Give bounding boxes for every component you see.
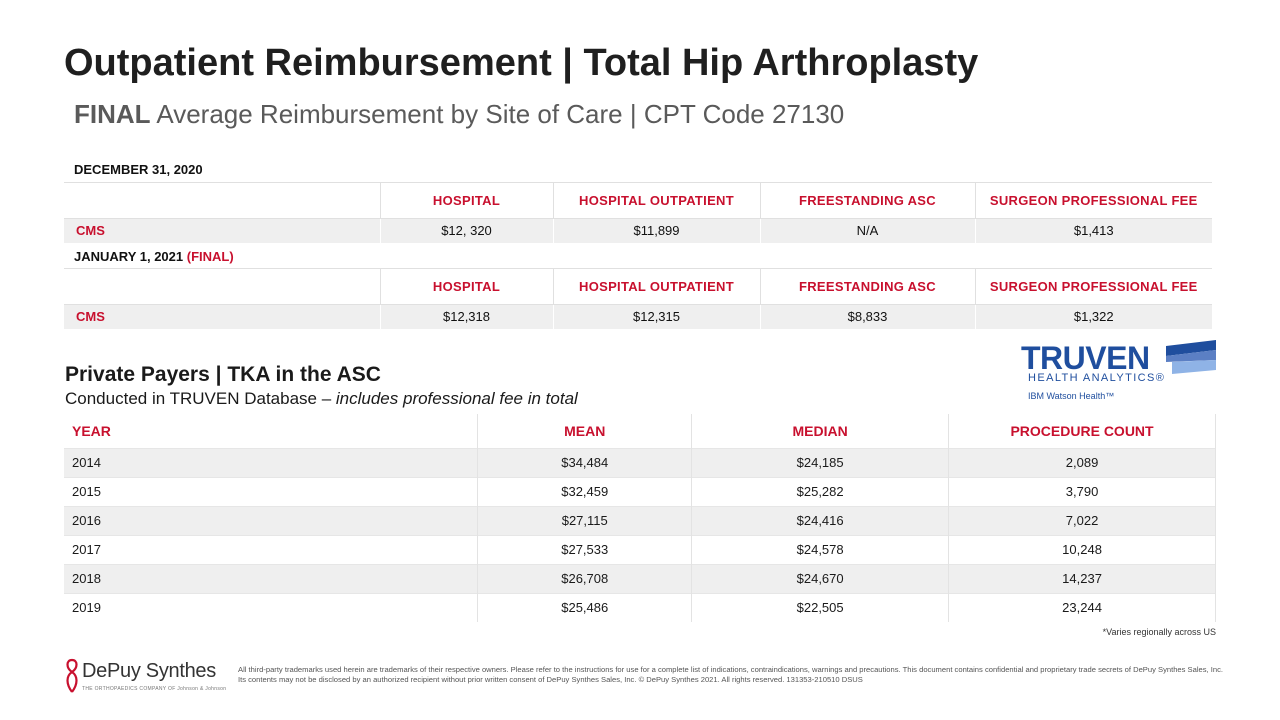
cell-count: 7,022 [948, 505, 1216, 535]
cell-median: $24,670 [691, 563, 949, 593]
header-hospital-outpatient: HOSPITAL OUTPATIENT [552, 268, 760, 305]
subtitle-text: Average Reimbursement by Site of Care | … [150, 99, 845, 129]
footnote: *Varies regionally across US [1102, 627, 1216, 637]
header-cell-empty [64, 268, 380, 305]
header-cell-empty [64, 182, 380, 219]
cms-2020-table: HOSPITAL HOSPITAL OUTPATIENT FREESTANDIN… [64, 182, 1212, 243]
table-row: 2015 $32,459 $25,282 3,790 [64, 476, 1216, 506]
depuy-wordmark: DePuy Synthes [82, 660, 216, 682]
truven-swoosh-icon [1166, 340, 1216, 374]
table-row: CMS $12,318 $12,315 $8,833 $1,322 [64, 304, 1212, 329]
page-subtitle: FINAL Average Reimbursement by Site of C… [74, 99, 844, 130]
private-payers-header-row: YEAR MEAN MEDIAN PROCEDURE COUNT [64, 414, 1216, 448]
cell-year: 2018 [64, 563, 478, 593]
table-row: 2016 $27,115 $24,416 7,022 [64, 505, 1216, 535]
cell-mean: $25,486 [477, 592, 692, 622]
header-surgeon-fee: SURGEON PROFESSIONAL FEE [974, 268, 1212, 305]
value-freestanding-asc: $8,833 [759, 304, 975, 329]
header-median: MEDIAN [691, 414, 949, 448]
table-row: 2018 $26,708 $24,670 14,237 [64, 563, 1216, 593]
table-row: 2014 $34,484 $24,185 2,089 [64, 447, 1216, 477]
header-freestanding-asc: FREESTANDING ASC [759, 268, 975, 305]
depuy-ribbon-icon [66, 658, 78, 693]
value-surgeon-fee: $1,322 [974, 304, 1212, 329]
value-surgeon-fee: $1,413 [974, 218, 1212, 243]
tm-mark: ™ [1105, 391, 1115, 401]
subtitle-italic: includes professional fee in total [335, 389, 578, 408]
truven-line2: HEALTH ANALYTICS [1028, 372, 1156, 384]
cell-median: $24,416 [691, 505, 949, 535]
cell-year: 2017 [64, 534, 478, 564]
page-title: Outpatient Reimbursement | Total Hip Art… [64, 42, 979, 84]
cell-mean: $27,115 [477, 505, 692, 535]
cell-count: 23,244 [948, 592, 1216, 622]
header-year: YEAR [72, 422, 111, 439]
cell-count: 14,237 [948, 563, 1216, 593]
row-label-cms: CMS [64, 304, 380, 329]
cell-median: $22,505 [691, 592, 949, 622]
cell-year: 2019 [64, 592, 478, 622]
legal-disclaimer: All third-party trademarks used herein a… [238, 665, 1224, 684]
value-hospital: $12,318 [379, 304, 553, 329]
cms-2021-date: JANUARY 1, 2021 [74, 249, 184, 264]
cell-mean: $27,533 [477, 534, 692, 564]
cell-mean: $34,484 [477, 447, 692, 477]
table-row: CMS $12, 320 $11,899 N/A $1,413 [64, 218, 1212, 243]
truven-health-analytics: HEALTH ANALYTICS® [1028, 372, 1165, 384]
cell-median: $25,282 [691, 476, 949, 506]
truven-line3: IBM Watson Health [1028, 391, 1106, 401]
header-freestanding-asc: FREESTANDING ASC [759, 182, 975, 219]
cell-mean: $32,459 [477, 476, 692, 506]
cms-2021-header-row: HOSPITAL HOSPITAL OUTPATIENT FREESTANDIN… [64, 268, 1212, 305]
header-mean: MEAN [477, 414, 692, 448]
cms-2021-date-label: JANUARY 1, 2021 (FINAL) [74, 249, 234, 264]
depuy-tagline: THE ORTHOPAEDICS COMPANY OF Johnson & Jo… [82, 686, 227, 692]
subtitle-final: FINAL [74, 99, 151, 129]
cms-2021-table: HOSPITAL HOSPITAL OUTPATIENT FREESTANDIN… [64, 268, 1212, 329]
cell-count: 3,790 [948, 476, 1216, 506]
cell-count: 10,248 [948, 534, 1216, 564]
cell-median: $24,578 [691, 534, 949, 564]
header-hospital-outpatient: HOSPITAL OUTPATIENT [552, 182, 760, 219]
final-tag: (FINAL) [186, 249, 234, 264]
value-freestanding-asc: N/A [759, 218, 975, 243]
registered-mark: ® [1155, 372, 1166, 384]
subtitle-plain: Conducted in TRUVEN Database – [65, 389, 336, 408]
cell-count: 2,089 [948, 447, 1216, 477]
cell-year: 2014 [64, 447, 478, 477]
value-hospital-outpatient: $12,315 [552, 304, 760, 329]
private-payers-table: YEAR MEAN MEDIAN PROCEDURE COUNT 2014 $3… [64, 414, 1216, 622]
truven-ibm-watson: IBM Watson Health™ [1028, 391, 1114, 401]
table-row: 2017 $27,533 $24,578 10,248 [64, 534, 1216, 564]
cms-2020-header-row: HOSPITAL HOSPITAL OUTPATIENT FREESTANDIN… [64, 182, 1212, 219]
depuy-synthes-logo: DePuy Synthes THE ORTHOPAEDICS COMPANY O… [64, 656, 227, 696]
cell-year: 2015 [64, 476, 478, 506]
private-payers-title: Private Payers | TKA in the ASC [65, 363, 381, 386]
table-row: 2019 $25,486 $22,505 23,244 [64, 592, 1216, 622]
cell-median: $24,185 [691, 447, 949, 477]
header-hospital: HOSPITAL [379, 182, 553, 219]
value-hospital: $12, 320 [379, 218, 553, 243]
private-payers-subtitle: Conducted in TRUVEN Database – includes … [65, 389, 578, 409]
value-hospital-outpatient: $11,899 [552, 218, 760, 243]
header-surgeon-fee: SURGEON PROFESSIONAL FEE [974, 182, 1212, 219]
truven-wordmark: TRUVEN [1021, 340, 1150, 376]
truven-logo: TRUVEN HEALTH ANALYTICS® IBM Watson Heal… [1018, 340, 1218, 404]
cell-mean: $26,708 [477, 563, 692, 593]
header-procedure-count: PROCEDURE COUNT [948, 414, 1216, 448]
cell-year: 2016 [64, 505, 478, 535]
cms-2020-date-label: DECEMBER 31, 2020 [74, 162, 203, 177]
header-hospital: HOSPITAL [379, 268, 553, 305]
row-label-cms: CMS [64, 218, 380, 243]
